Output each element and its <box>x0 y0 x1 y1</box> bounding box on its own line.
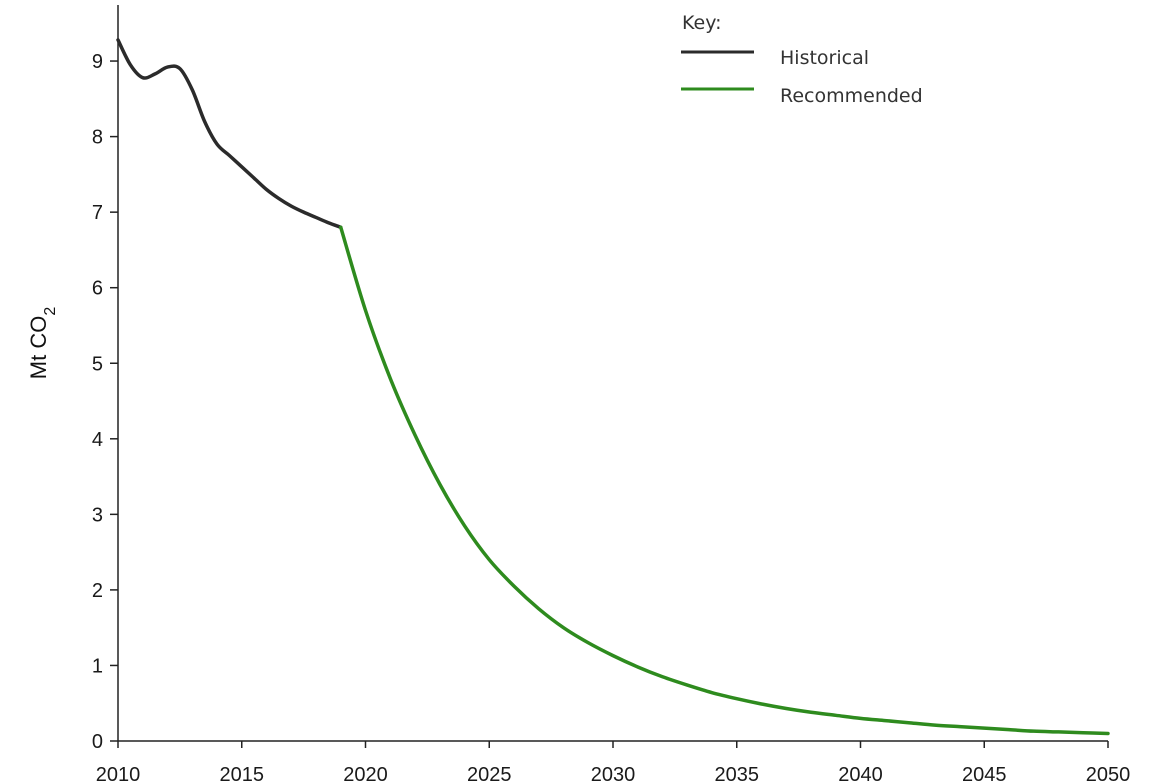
series <box>116 38 1110 736</box>
y-tick-label: 7 <box>92 202 103 224</box>
y-tick-label: 9 <box>92 51 103 73</box>
y-tick-label: 2 <box>92 580 103 602</box>
y-tick-label: 1 <box>92 655 103 677</box>
y-axis-label-main: Mt CO <box>26 316 51 380</box>
y-tick-label: 6 <box>92 278 103 300</box>
y-tick-label: 0 <box>92 731 103 753</box>
x-tick-label: 2025 <box>467 764 512 783</box>
legend-title: Key: <box>682 12 721 34</box>
x-tick-label: 2040 <box>838 764 883 783</box>
x-tick-label: 2030 <box>591 764 636 783</box>
x-tick-label: 2010 <box>96 764 141 783</box>
y-axis-label: Mt CO2 <box>26 307 59 380</box>
ticks: 0 1 2 3 4 5 6 7 8 9 2010 2015 2020 2025 2030 2035 2040 20… <box>92 51 1130 783</box>
legend-label-recommended: Recommended <box>780 85 923 107</box>
x-tick-label: 2050 <box>1086 764 1131 783</box>
y-axis-label-subscript: 2 <box>42 307 59 316</box>
legend-label-historical: Historical <box>780 47 869 69</box>
x-tick-label: 2045 <box>962 764 1007 783</box>
series-line-recommended <box>339 225 1110 736</box>
y-tick-label: 4 <box>92 429 103 451</box>
x-tick-label: 2015 <box>220 764 265 783</box>
axes <box>117 5 1108 742</box>
y-tick-label: 8 <box>92 127 103 149</box>
legend: Key: Historical Recommended <box>681 12 923 107</box>
x-tick-label: 2020 <box>343 764 388 783</box>
y-tick-label: 3 <box>92 504 103 526</box>
series-line-historical <box>116 38 343 230</box>
x-tick-label: 2035 <box>715 764 760 783</box>
y-tick-label: 5 <box>92 353 103 375</box>
